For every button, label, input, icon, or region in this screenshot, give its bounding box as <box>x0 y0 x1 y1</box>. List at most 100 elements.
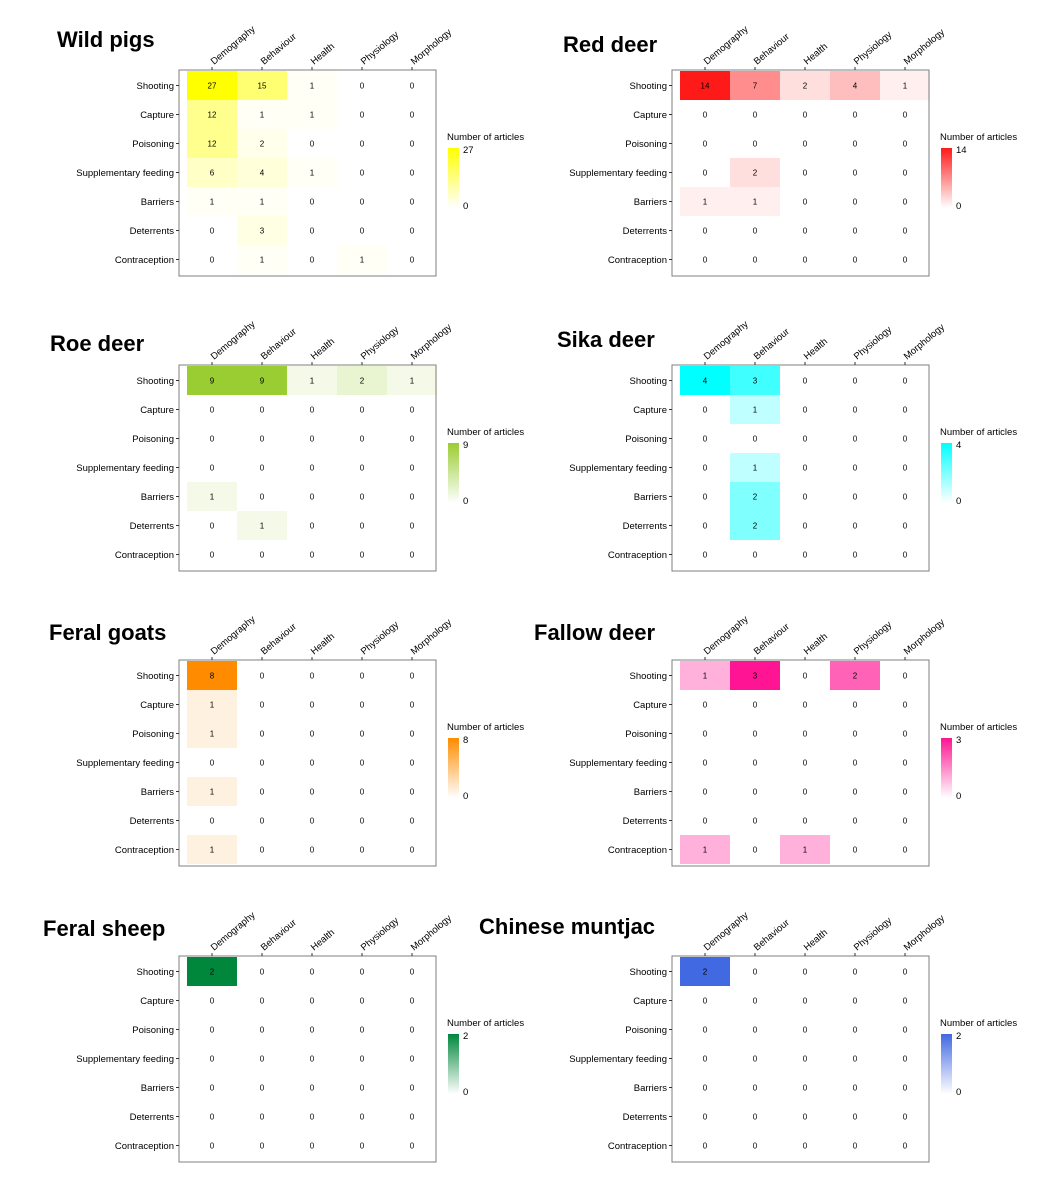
cell-value: 0 <box>703 1026 708 1035</box>
row-label: Contraception <box>608 550 667 561</box>
column-label: Health <box>309 41 337 67</box>
row-label: Contraception <box>608 1141 667 1152</box>
cell-value: 2 <box>703 968 708 977</box>
cell-value: 0 <box>360 730 365 739</box>
cell-value: 0 <box>260 1084 265 1093</box>
cell-value: 0 <box>853 968 858 977</box>
cell-value: 4 <box>853 82 858 91</box>
cell-value: 0 <box>903 522 908 531</box>
row-label: Capture <box>140 110 174 121</box>
cell-value: 0 <box>803 730 808 739</box>
cell-value: 0 <box>903 111 908 120</box>
column-label: Morphology <box>409 913 454 953</box>
cell-value: 0 <box>360 435 365 444</box>
cell-value: 0 <box>903 464 908 473</box>
cell-value: 0 <box>410 522 415 531</box>
legend-color-bar <box>941 1034 952 1094</box>
row-label: Shooting <box>136 671 174 682</box>
cell-value: 0 <box>260 788 265 797</box>
row-label: Supplementary feeding <box>76 758 174 769</box>
cell-value: 0 <box>803 672 808 681</box>
cell-value: 0 <box>803 256 808 265</box>
panel-chinese-muntjac: Chinese muntjac 2 0 0 0 0 0 0 0 0 0 0 0 0 0 0 0 0 0 0 0 0 0 0 0 0… <box>479 910 1017 1163</box>
cell-value: 0 <box>903 227 908 236</box>
column-label: Physiology <box>359 324 401 362</box>
row-label: Supplementary feeding <box>569 1054 667 1065</box>
cell-value: 0 <box>310 1142 315 1151</box>
cell-value: 0 <box>210 551 215 560</box>
legend-color-bar <box>448 443 459 503</box>
row-label: Barriers <box>141 1083 175 1094</box>
cell-value: 0 <box>310 256 315 265</box>
cell-value: 0 <box>310 406 315 415</box>
cell-value: 0 <box>260 730 265 739</box>
cell-value: 0 <box>703 169 708 178</box>
cell-value: 0 <box>903 701 908 710</box>
row-label: Supplementary feeding <box>76 463 174 474</box>
column-label: Demography <box>209 319 258 363</box>
cell-value: 12 <box>208 140 217 149</box>
cell-value: 0 <box>753 1113 758 1122</box>
cell-value: 0 <box>410 730 415 739</box>
cell-value: 0 <box>310 701 315 710</box>
cell-value: 1 <box>260 111 265 120</box>
cell-value: 0 <box>360 846 365 855</box>
row-label: Supplementary feeding <box>76 168 174 179</box>
cell-value: 0 <box>210 406 215 415</box>
cell-value: 0 <box>903 997 908 1006</box>
cell-value: 0 <box>260 464 265 473</box>
cell-value: 0 <box>703 256 708 265</box>
cell-value: 0 <box>210 997 215 1006</box>
panel-title: Red deer <box>563 32 658 57</box>
row-label: Capture <box>633 405 667 416</box>
cell-value: 0 <box>703 227 708 236</box>
cell-value: 0 <box>260 1113 265 1122</box>
cell-value: 0 <box>210 759 215 768</box>
heatmap-cell <box>237 100 287 129</box>
cell-value: 1 <box>310 82 315 91</box>
legend-title: Number of articles <box>447 132 524 143</box>
cell-value: 0 <box>310 464 315 473</box>
cell-value: 0 <box>903 817 908 826</box>
row-label: Barriers <box>141 492 175 503</box>
heatmap-cell <box>680 187 730 216</box>
legend-title: Number of articles <box>940 1018 1017 1029</box>
plot-border <box>178 955 437 1163</box>
row-label: Contraception <box>115 550 174 561</box>
cell-value: 0 <box>310 759 315 768</box>
cell-value: 1 <box>210 846 215 855</box>
row-label: Capture <box>140 996 174 1007</box>
cell-value: 0 <box>360 140 365 149</box>
legend-max-label: 8 <box>463 735 468 746</box>
heatmap-cell <box>187 957 237 986</box>
legend-max-label: 14 <box>956 145 967 156</box>
cell-value: 0 <box>803 551 808 560</box>
cell-value: 0 <box>703 759 708 768</box>
legend-color-bar <box>941 738 952 798</box>
cell-value: 0 <box>853 256 858 265</box>
cell-value: 0 <box>410 198 415 207</box>
row-label: Contraception <box>608 845 667 856</box>
cell-value: 0 <box>753 1026 758 1035</box>
cell-value: 0 <box>310 227 315 236</box>
cell-value: 0 <box>753 968 758 977</box>
cell-value: 0 <box>310 1084 315 1093</box>
row-label: Poisoning <box>625 729 667 740</box>
cell-value: 0 <box>410 817 415 826</box>
panel-title: Roe deer <box>50 331 145 356</box>
cell-value: 0 <box>260 759 265 768</box>
column-label: Behaviour <box>752 31 792 67</box>
legend-title: Number of articles <box>447 427 524 438</box>
cell-value: 0 <box>360 701 365 710</box>
cell-value: 1 <box>310 377 315 386</box>
cell-value: 0 <box>853 377 858 386</box>
cell-value: 0 <box>803 1055 808 1064</box>
row-label: Shooting <box>629 81 667 92</box>
legend: Number of articles 2 0 <box>447 1018 524 1098</box>
cell-value: 0 <box>853 1084 858 1093</box>
heatmap-cell <box>187 835 237 864</box>
column-label: Behaviour <box>752 621 792 657</box>
cell-value: 0 <box>853 1055 858 1064</box>
cell-value: 0 <box>853 817 858 826</box>
